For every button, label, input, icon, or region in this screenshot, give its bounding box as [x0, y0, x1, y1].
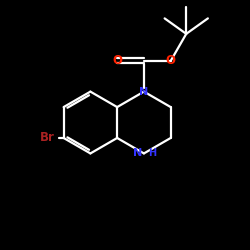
Text: Br: Br [40, 132, 55, 144]
Text: N: N [139, 87, 148, 97]
Text: O: O [166, 54, 176, 67]
Text: H: H [148, 148, 156, 158]
Text: O: O [112, 54, 122, 67]
Text: N: N [134, 148, 143, 158]
